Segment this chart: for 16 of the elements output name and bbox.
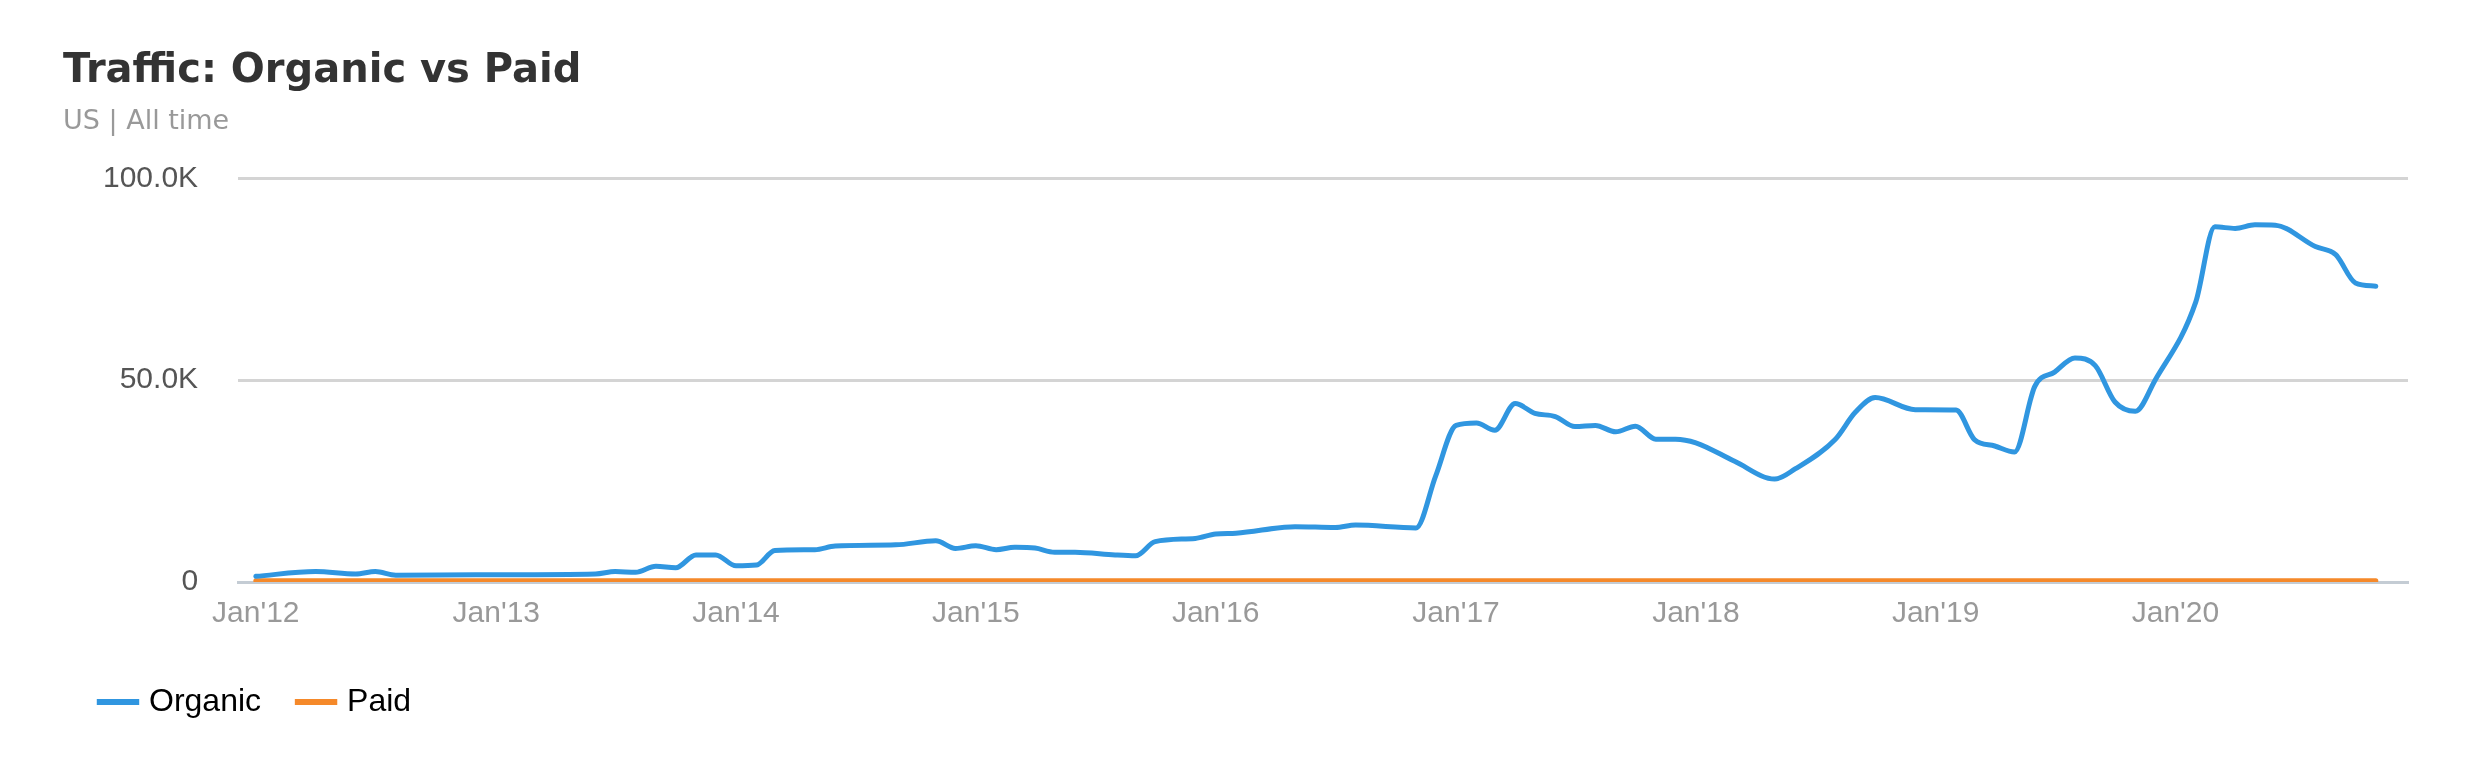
x-tick-label: Jan'19 [1891,595,1980,629]
x-tick-label: Jan'14 [692,595,780,629]
chart-title: Traffic: Organic vs Paid [63,45,582,92]
x-tick-label: Jan'18 [1652,595,1740,629]
x-tick-label: Jan'13 [452,595,540,629]
chart-subtitle: US | All time [63,104,230,137]
x-tick-label: Jan'20 [2131,595,2220,629]
x-tick-label: Jan'15 [932,595,1020,629]
y-tick-label: 100.0K [102,159,199,193]
x-tick-label: Jan'16 [1171,595,1260,629]
x-tick-label: Jan'12 [212,595,300,629]
x-tick-label: Jan'17 [1412,595,1500,629]
y-tick-label: 50.0K [119,361,199,395]
y-tick-label: 0 [181,563,199,597]
legend-label: Paid [347,681,412,718]
legend-label: Organic [149,681,262,718]
